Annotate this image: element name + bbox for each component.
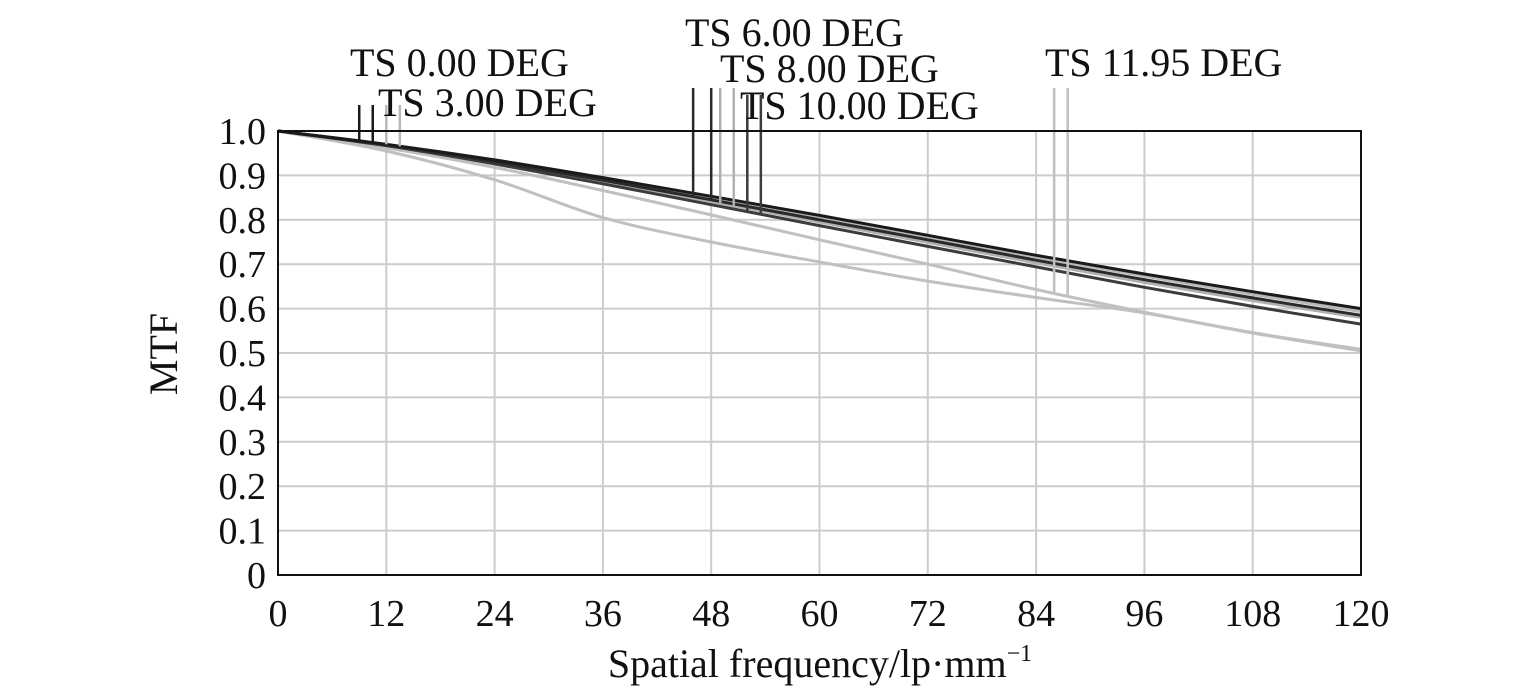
series-label: TS 10.00 DEG	[740, 83, 979, 128]
y-tick-label: 0.6	[219, 289, 267, 331]
x-axis-title-superscript: −1	[1007, 641, 1033, 667]
series-markers	[357, 88, 1069, 297]
y-tick-label: 0.4	[219, 377, 267, 419]
x-tick-label: 108	[1224, 593, 1281, 635]
y-tick-label: 0.1	[219, 511, 267, 553]
x-axis-title: Spatial frequency/lp·mm−1	[608, 641, 1032, 686]
y-tick-label: 0.3	[219, 422, 267, 464]
x-tick-label: 48	[692, 593, 730, 635]
x-tick-label: 72	[909, 593, 947, 635]
plot-frame	[277, 130, 1362, 576]
grid-lines	[278, 131, 1361, 575]
y-tick-label: 0.9	[219, 155, 267, 197]
x-tick-label: 120	[1333, 593, 1390, 635]
y-tick-label: 0.8	[219, 200, 267, 242]
y-tick-label: 0	[247, 555, 266, 597]
x-tick-label: 12	[367, 593, 405, 635]
y-tick-label: 0.2	[219, 466, 267, 508]
series-label: TS 8.00 DEG	[720, 46, 939, 91]
series-label: TS 6.00 DEG	[685, 10, 904, 55]
series-label: TS 0.00 DEG	[350, 40, 569, 85]
series-line	[277, 129, 1362, 326]
x-tick-labels: 0 12 24 36 48 60 72 84 96 108 120	[269, 593, 1390, 635]
y-tick-labels: 00.10.20.30.40.50.60.70.80.91.0	[219, 111, 267, 597]
x-tick-label: 60	[801, 593, 839, 635]
y-tick-label: 0.5	[219, 333, 267, 375]
series-lines	[277, 129, 1362, 353]
x-tick-label: 84	[1017, 593, 1055, 635]
series-line	[277, 129, 1362, 311]
series-line	[277, 129, 1362, 351]
y-tick-label: 0.7	[219, 244, 267, 286]
series-label: TS 3.00 DEG	[378, 80, 597, 125]
x-tick-label: 24	[476, 593, 514, 635]
x-tick-label: 36	[584, 593, 622, 635]
x-axis-title-main: Spatial frequency/lp·mm	[608, 641, 1007, 686]
y-tick-label: 1.0	[219, 111, 267, 153]
y-axis-title: MTF	[141, 313, 186, 395]
x-tick-label: 96	[1125, 593, 1163, 635]
x-tick-label: 0	[269, 593, 288, 635]
series-label: TS 11.95 DEG	[1045, 40, 1282, 85]
